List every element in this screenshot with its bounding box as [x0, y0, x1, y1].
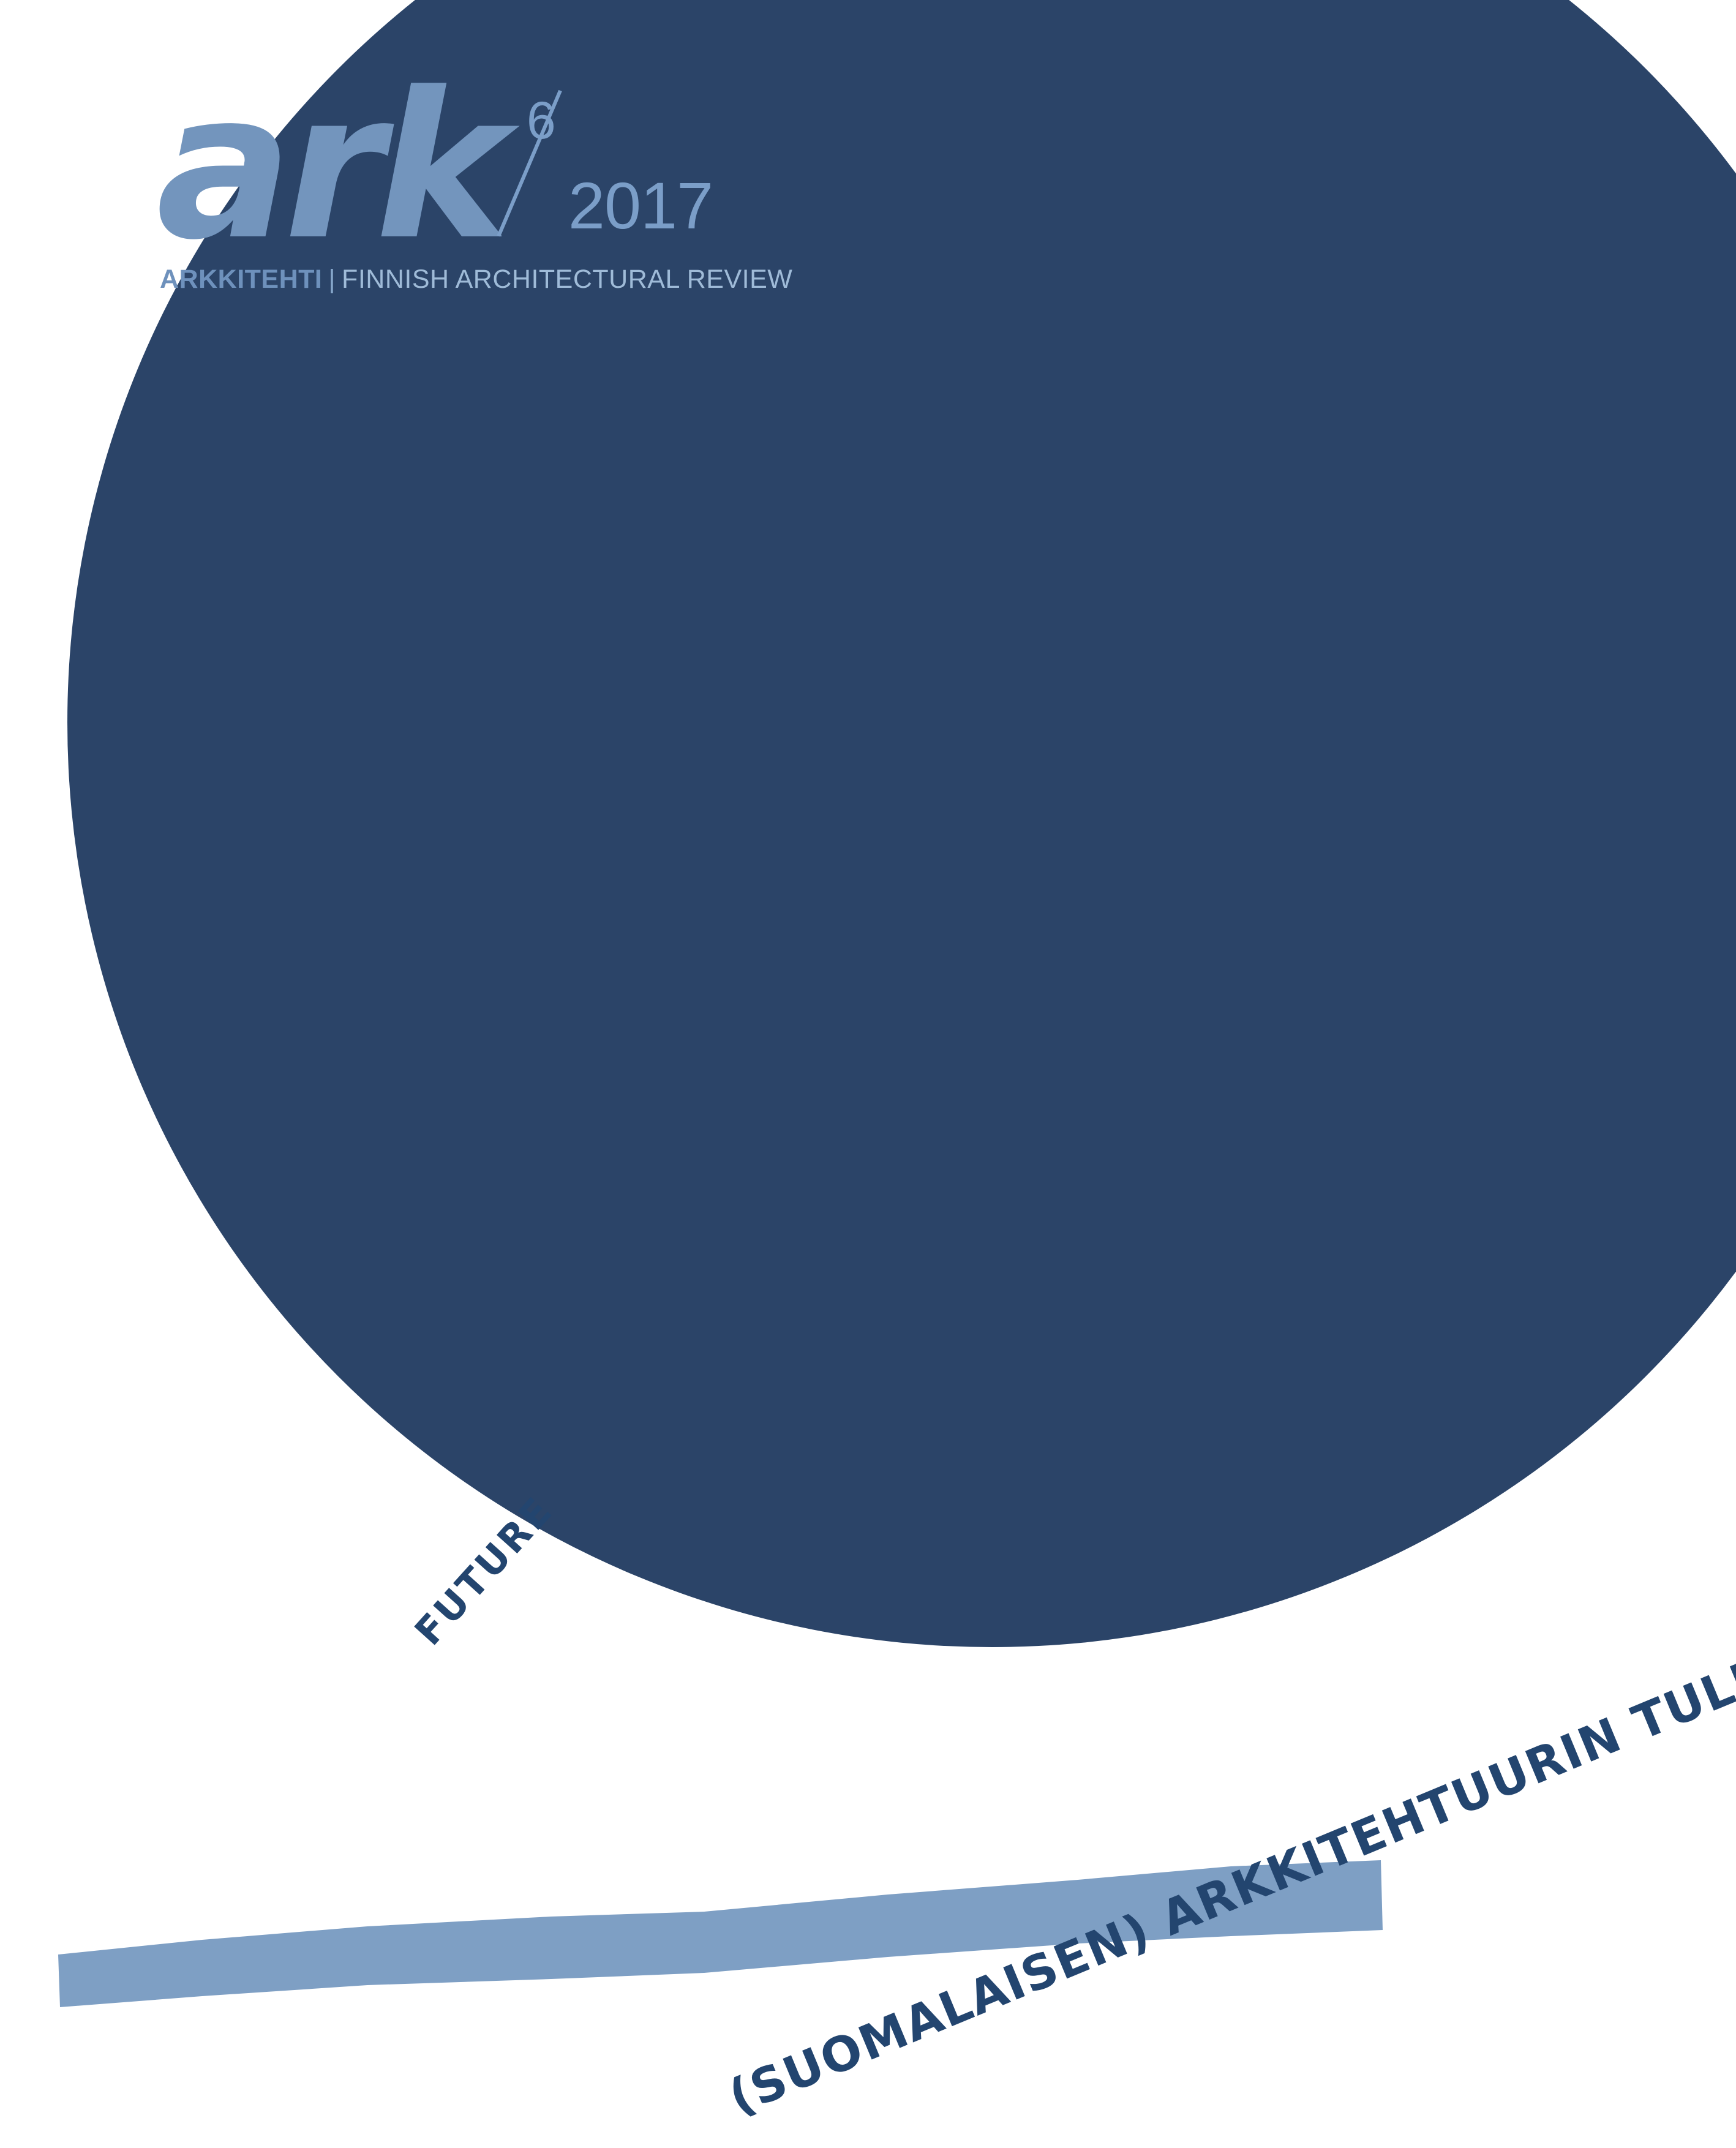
navy-circle-graphic: [67, 0, 1736, 1647]
logo-row: ark 6 2017: [156, 49, 792, 284]
finnish-headline: (SUOMALAISEN) ARKKITEHTUURIN TULEVAISUUS: [721, 1553, 1736, 2126]
masthead: ark 6 2017 ARKKITEHTI | FINNISH ARCHITEC…: [156, 49, 792, 295]
tagline-brand: ARKKITEHTI: [160, 265, 323, 294]
ark-wordmark: ark: [156, 49, 509, 284]
future-label: FUTURE: [405, 1487, 562, 1654]
issue-designation: 6 2017: [497, 89, 713, 253]
tagline-subtitle: FINNISH ARCHITECTURAL REVIEW: [342, 265, 793, 294]
issue-year: 2017: [568, 168, 713, 242]
tagline: ARKKITEHTI | FINNISH ARCHITECTURAL REVIE…: [160, 265, 792, 295]
tagline-separator: |: [328, 265, 336, 294]
